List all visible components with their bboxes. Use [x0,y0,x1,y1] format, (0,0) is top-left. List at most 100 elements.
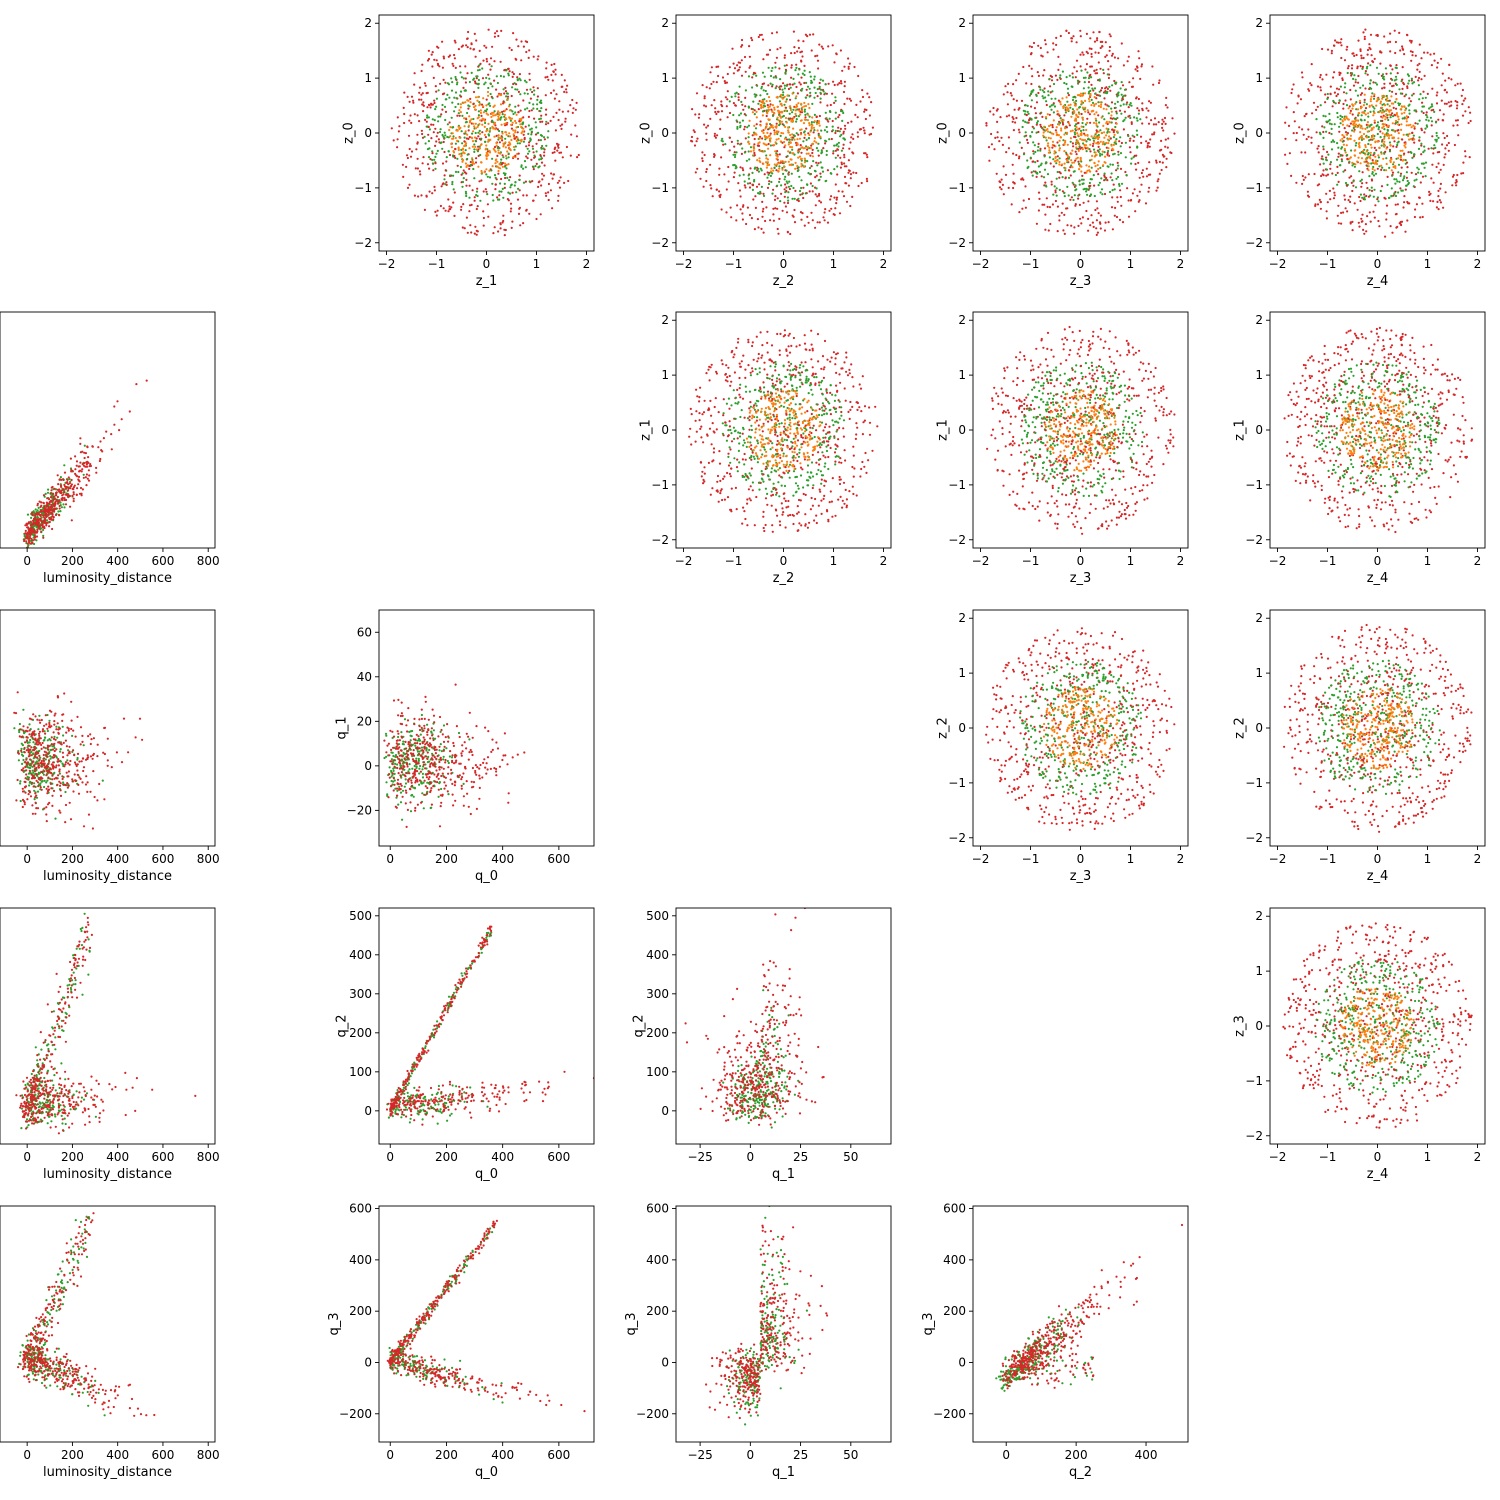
scatter-point [1396,143,1399,147]
scatter-point [1055,177,1058,180]
scatter-point [1364,144,1367,147]
scatter-point [519,224,522,227]
scatter-point [992,106,995,110]
scatter-point [473,108,477,111]
scatter-point [1049,162,1052,165]
scatter-point [1032,41,1036,45]
scatter-point [1136,69,1139,73]
scatter-point [483,133,486,136]
scatter-point [539,213,542,216]
scatter-point [812,131,815,134]
scatter-point [460,208,463,211]
scatter-point [1140,141,1143,144]
scatter-point [770,180,773,184]
scatter-point [996,136,999,139]
scatter-point [445,156,448,159]
scatter-point [805,145,808,148]
scatter-point [1366,153,1370,156]
scatter-point [761,200,764,203]
scatter-point [1116,95,1119,98]
scatter-point [421,103,424,106]
scatter-point [1414,75,1417,78]
scatter-point [797,199,800,203]
scatter-point [505,95,508,98]
scatter-point [1077,82,1080,85]
scatter-point [793,138,796,141]
scatter-point [1056,110,1059,113]
scatter-point [868,96,871,99]
scatter-point [1119,145,1122,148]
scatter-point [744,70,747,73]
scatter-point [763,75,766,78]
scatter-point [1431,135,1434,138]
scatter-point [1366,121,1369,124]
scatter-point [437,46,440,49]
scatter-point [789,108,793,112]
scatter-point [1077,197,1080,200]
scatter-point [461,114,464,117]
scatter-point [1121,97,1124,100]
scatter-point [1342,170,1345,173]
scatter-point [402,175,405,178]
scatter-point [1407,183,1410,186]
scatter-point [459,90,463,93]
scatter-point [816,221,819,224]
scatter-point [821,79,825,82]
scatter-point [1052,165,1055,168]
scatter-point [455,129,458,132]
scatter-point [1053,144,1056,147]
scatter-point [744,186,747,189]
scatter-point [537,185,540,188]
scatter-point [477,131,480,134]
scatter-point [1373,119,1376,122]
scatter-point [1090,76,1093,79]
scatter-point [1352,77,1355,80]
scatter-point [528,212,531,215]
scatter-point [487,86,490,90]
y-tick-label: −1 [948,181,966,195]
scatter-point [1312,101,1316,104]
scatter-point [491,193,494,197]
scatter-point [1055,43,1058,47]
scatter-point [1119,104,1122,107]
scatter-point [1336,142,1339,145]
scatter-point [1110,172,1113,175]
scatter-point [510,86,514,89]
scatter-point [508,105,511,108]
scatter-point [1398,88,1401,91]
scatter-point [764,219,767,223]
scatter-point [843,80,847,83]
scatter-point [1349,222,1352,225]
scatter-point [1100,86,1104,90]
scatter-point [1089,73,1092,76]
scatter-point [1361,84,1365,87]
scatter-point [837,126,840,129]
scatter-point [1130,162,1133,165]
scatter-point [1295,139,1298,142]
scatter-point [819,172,822,175]
scatter-point [852,152,855,155]
scatter-point [781,93,785,97]
scatter-point [426,116,429,119]
scatter-point [1024,120,1027,123]
scatter-point [426,59,430,62]
scatter-point [1357,114,1360,117]
x-tick-label: 2 [1177,257,1185,271]
scatter-point [1457,134,1460,137]
scatter-point [769,122,772,126]
scatter-point [1417,76,1421,80]
scatter-point [1385,212,1388,215]
scatter-point [1007,82,1010,85]
scatter-point [1371,167,1374,171]
scatter-point [473,177,476,180]
scatter-point [787,126,790,129]
scatter-point [1383,35,1386,38]
scatter-point [709,163,712,166]
scatter-point [1065,96,1068,99]
scatter-point [1107,149,1110,153]
scatter-point [441,66,444,69]
scatter-point [1421,202,1424,205]
scatter-point [520,59,523,62]
scatter-point [761,215,764,218]
scatter-point [1432,108,1435,111]
